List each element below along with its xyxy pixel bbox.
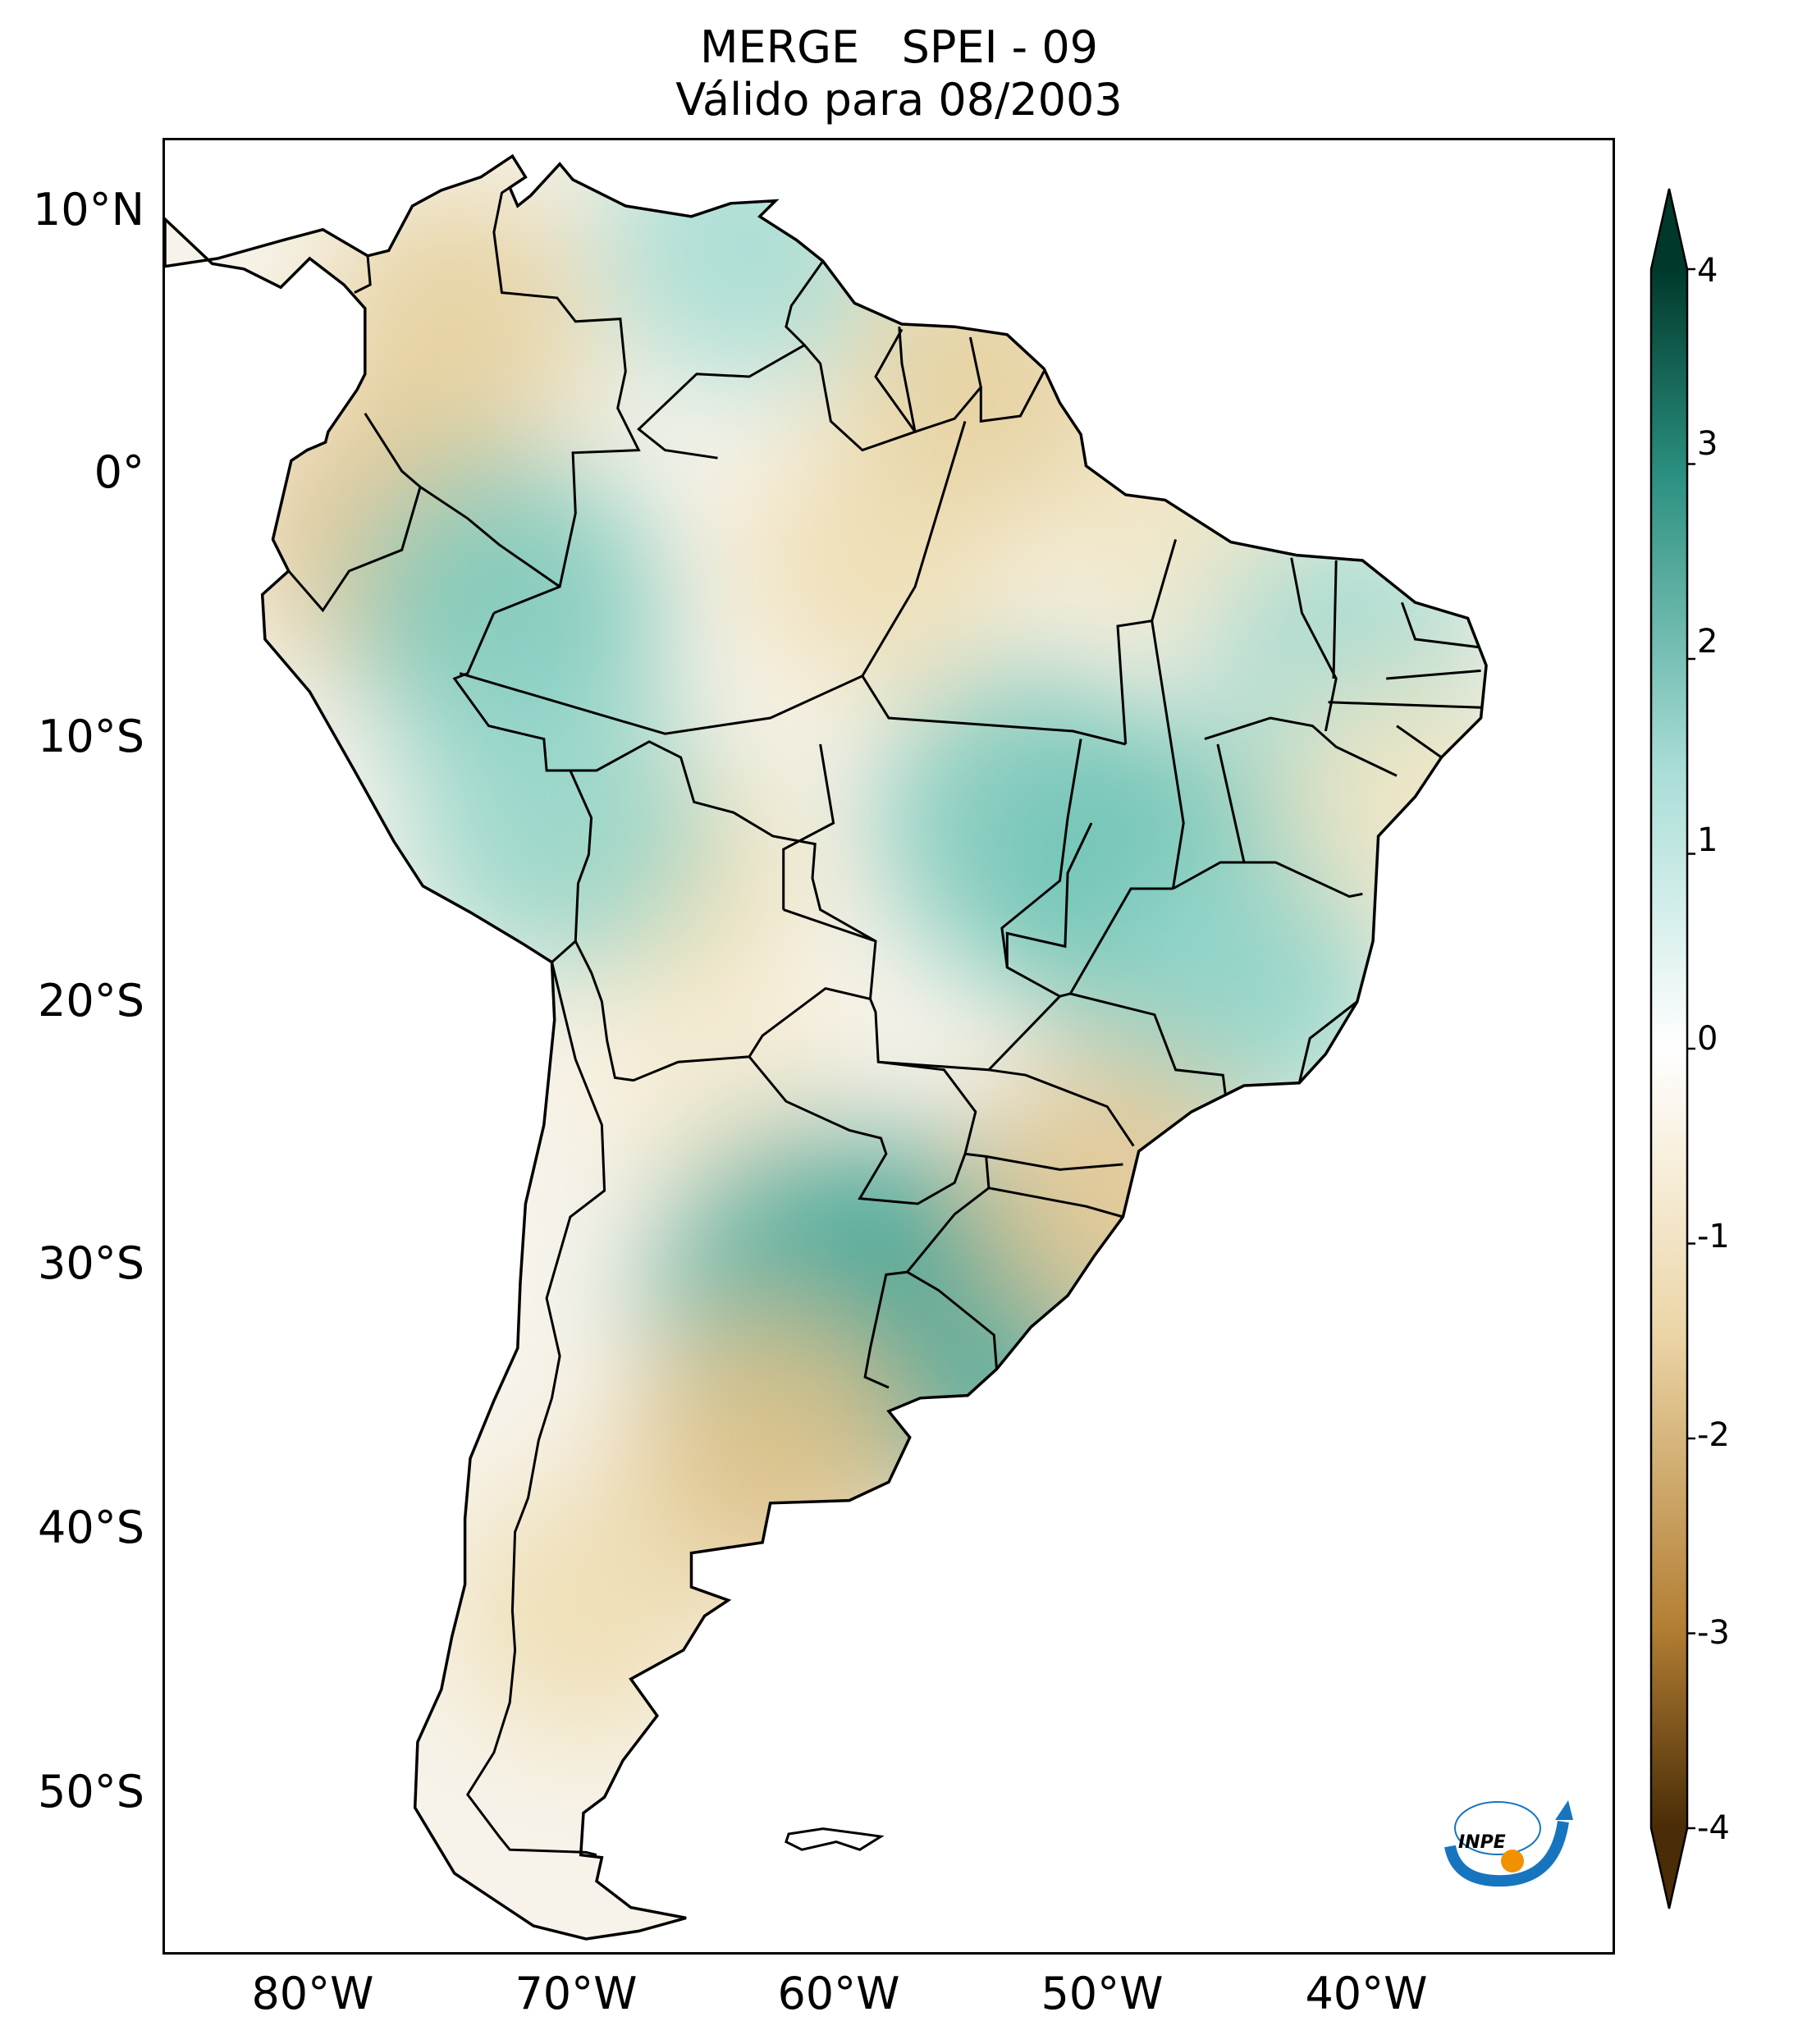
border-line (1172, 861, 1363, 899)
border-line (1400, 601, 1479, 649)
falkland-islands (785, 1827, 885, 1851)
inpe-logo-text: INPE (1458, 1832, 1506, 1853)
border-line (783, 908, 876, 943)
colorbar-tick-label: 0 (1697, 1020, 1718, 1058)
border-line (1396, 725, 1443, 759)
colorbar-tick-label: 4 (1697, 252, 1718, 290)
south-america-map (165, 153, 1488, 1941)
map-title: MERGE SPEI - 09 (699, 21, 1099, 73)
colorbar-extend-min (1651, 1828, 1687, 1909)
border-line (1297, 1000, 1358, 1084)
colorbar-tick-label: -1 (1697, 1218, 1730, 1255)
border-line (1332, 560, 1338, 679)
border-line (1059, 887, 1174, 998)
map-frame (162, 138, 1615, 1955)
border-line (1116, 538, 1178, 745)
spei-region (316, 186, 592, 462)
spei-field (165, 156, 1487, 1939)
border-line (863, 1270, 998, 1389)
border-line (782, 743, 835, 910)
lon-label-60w: 60°W (777, 1968, 900, 2019)
border-line (869, 998, 977, 1155)
border-line (1386, 669, 1481, 680)
lat-label-40s: 40°S (38, 1502, 144, 1553)
border-line (1328, 701, 1481, 709)
colorbar-extend-max (1651, 189, 1687, 269)
border-line (988, 1187, 1123, 1219)
colorbar-tick-label: -3 (1697, 1614, 1730, 1652)
lat-label-10n: 10°N (32, 184, 144, 235)
border-line (1216, 743, 1246, 863)
border-line (785, 260, 917, 452)
border-line (1000, 738, 1082, 968)
lat-label-30s: 30°S (38, 1237, 144, 1289)
country-and-state-borders (287, 176, 1481, 1857)
colorbar-tick-label: 1 (1697, 821, 1718, 859)
border-line (637, 344, 806, 460)
colorbar-tick-label: 3 (1697, 425, 1718, 463)
colorbar-tick-label: -4 (1697, 1809, 1730, 1847)
border-line (979, 370, 1045, 423)
colorbar-tick-label: -2 (1697, 1416, 1730, 1454)
border-line (748, 1055, 967, 1205)
border-line (878, 822, 1093, 1072)
border-line (492, 176, 641, 615)
border-line (570, 740, 877, 1082)
border-line (1204, 716, 1398, 777)
coastline (165, 153, 1488, 1941)
colorbar-tick-label: 2 (1697, 623, 1718, 661)
lon-label-50w: 50°W (1041, 1968, 1164, 2019)
border-line (1290, 557, 1338, 732)
map-subtitle: Válido para 08/2003 (675, 74, 1123, 126)
inpe-logo: INPE (1444, 1800, 1573, 1887)
border-line (1151, 620, 1185, 889)
lon-label-70w: 70°W (515, 1968, 638, 2019)
border-line (287, 486, 422, 613)
lat-label-50s: 50°S (38, 1766, 144, 1818)
lon-label-40w: 40°W (1305, 1968, 1428, 2019)
border-line (1069, 992, 1227, 1096)
lon-label-80w: 80°W (251, 1968, 374, 2019)
border-line (861, 420, 967, 677)
lat-label-20s: 20°S (38, 975, 144, 1027)
border-line (364, 412, 560, 588)
colorbar-gradient (1651, 269, 1687, 1828)
border-line (465, 962, 606, 1857)
lat-label-0: 0° (94, 446, 144, 498)
border-line (874, 328, 982, 433)
border-line (986, 1155, 1123, 1171)
border-line (354, 255, 372, 294)
border-line (452, 612, 593, 963)
border-line (988, 1068, 1135, 1147)
lat-label-10s: 10°S (38, 711, 144, 762)
